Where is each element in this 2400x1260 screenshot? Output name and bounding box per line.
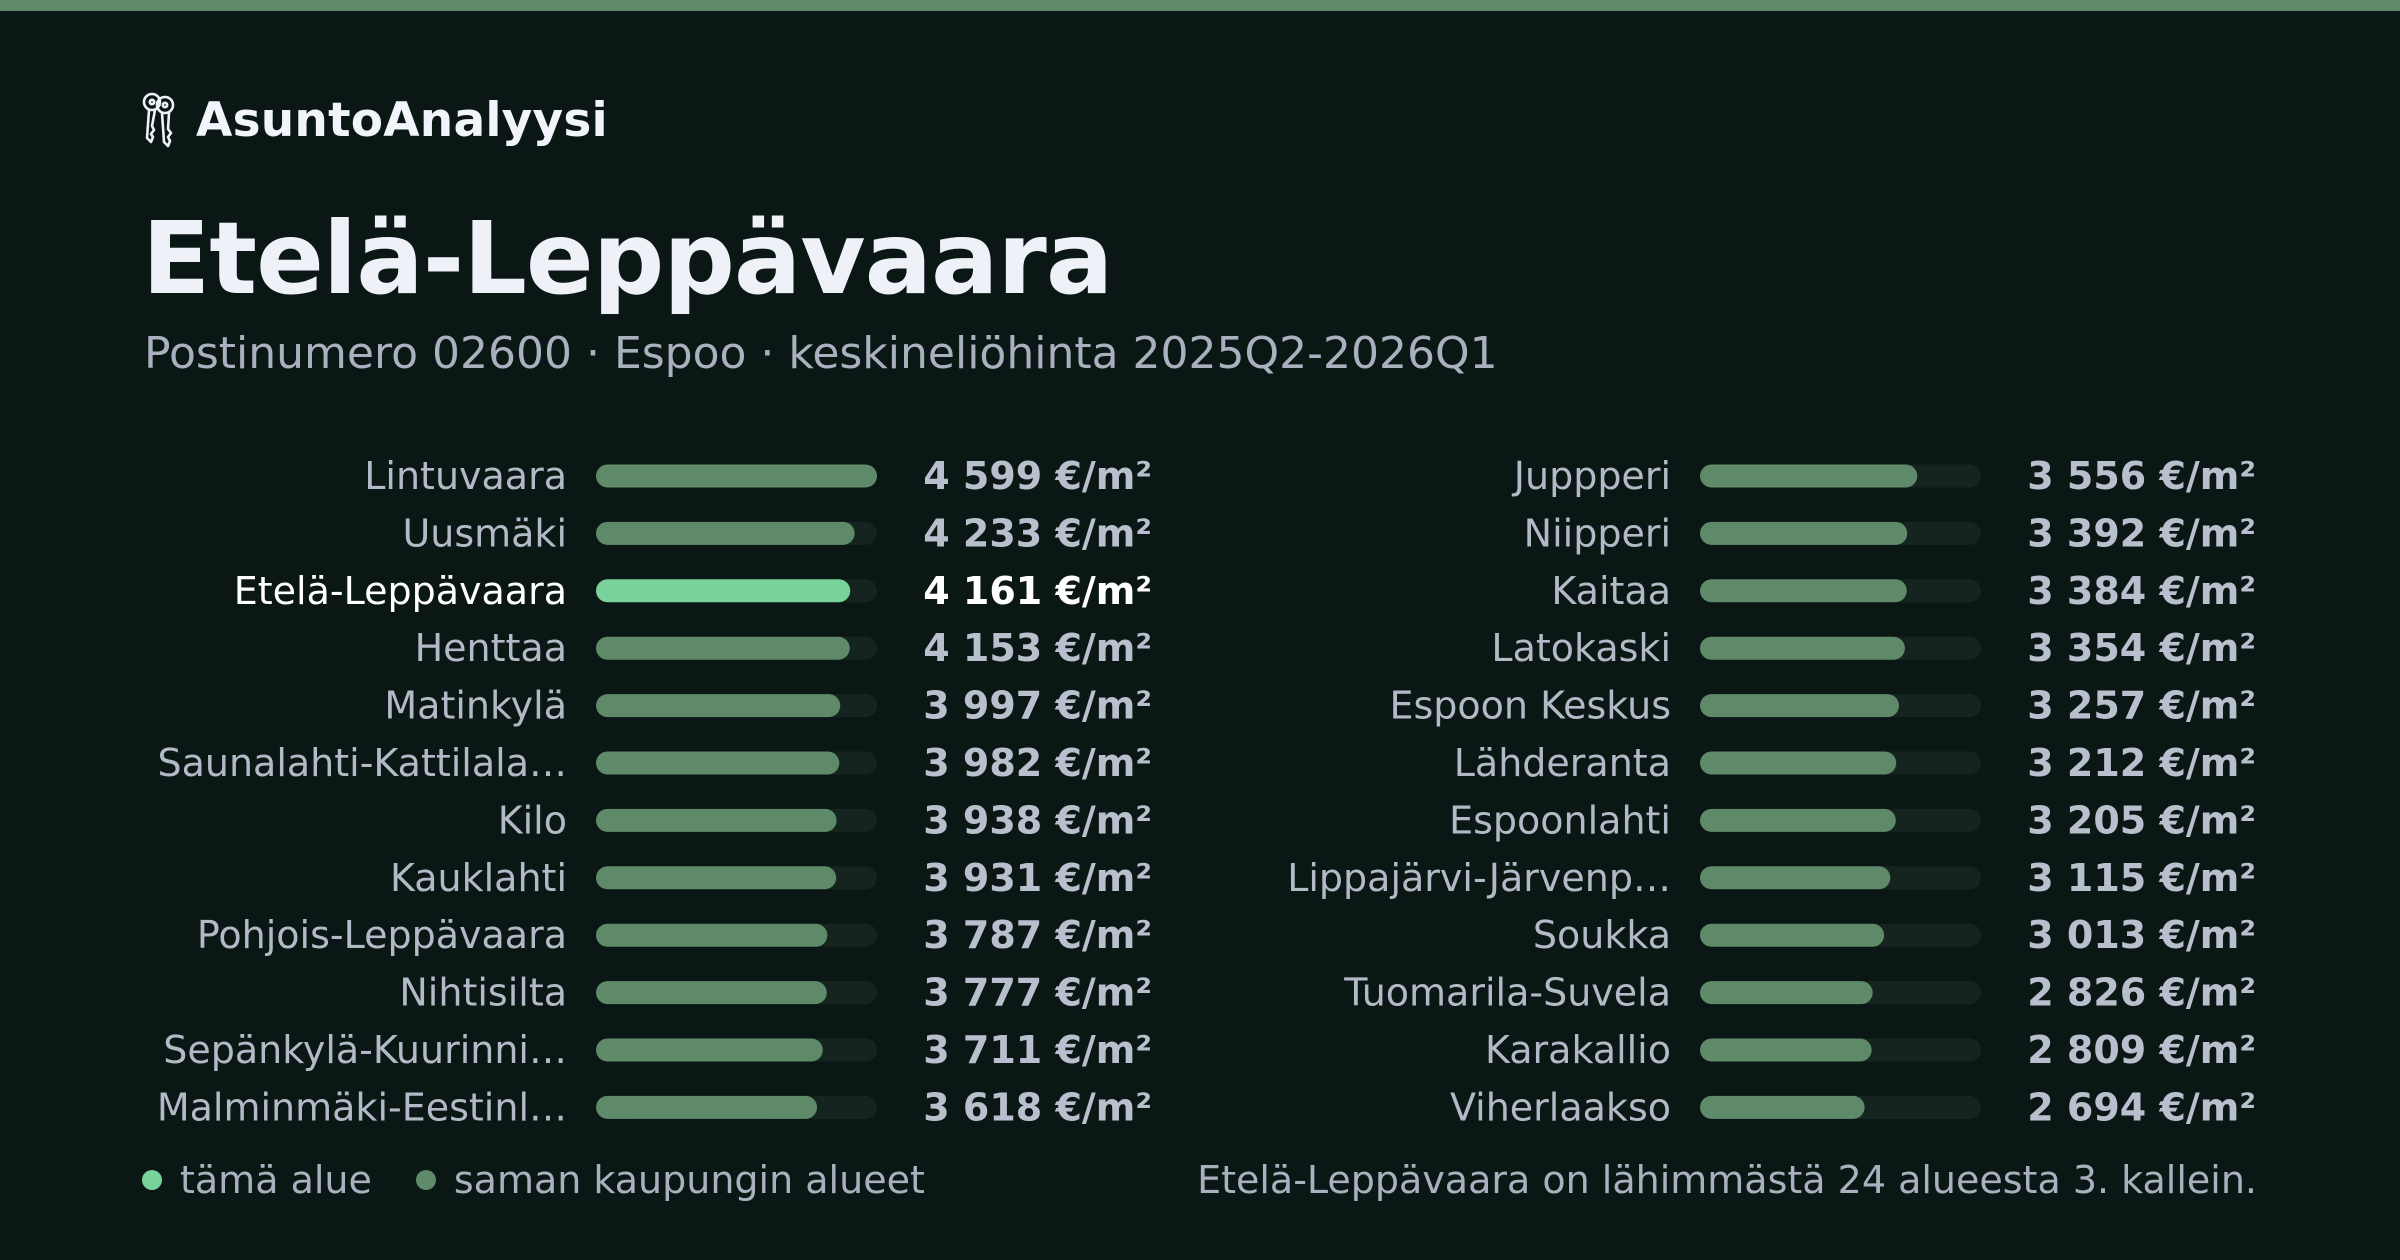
bar-label: Karakallio bbox=[1485, 1028, 1671, 1072]
legend-item-this-area: tämä alue bbox=[142, 1158, 372, 1202]
bar-label: Viherlaakso bbox=[1450, 1085, 1671, 1129]
page-subtitle: Postinumero 02600 · Espoo · keskineliöhi… bbox=[144, 328, 1498, 379]
bar bbox=[1700, 808, 1896, 832]
bar bbox=[1700, 981, 1873, 1005]
bar-value: 3 618 €/m² bbox=[923, 1085, 1152, 1129]
bar-value: 3 392 €/m² bbox=[2027, 511, 2256, 555]
bar-label: Sepänkylä-Kuurinni… bbox=[163, 1028, 567, 1072]
brand: AsuntoAnalyysi bbox=[140, 88, 608, 152]
bar-label: Pohjois-Leppävaara bbox=[197, 913, 567, 957]
bar bbox=[1700, 694, 1900, 718]
bar bbox=[1700, 751, 1897, 775]
bar bbox=[596, 808, 837, 832]
bar-label: Lippajärvi-Järvenp… bbox=[1287, 856, 1671, 900]
bar bbox=[596, 464, 877, 488]
bar-value: 4 153 €/m² bbox=[923, 626, 1152, 670]
bar-label: Juppperi bbox=[1512, 454, 1671, 498]
bar-value: 4 233 €/m² bbox=[923, 511, 1152, 555]
bar-label: Nihtisilta bbox=[399, 971, 567, 1015]
legend-item-same-city: saman kaupungin alueet bbox=[415, 1158, 925, 1202]
bar bbox=[596, 694, 841, 718]
bar-value: 3 777 €/m² bbox=[923, 971, 1152, 1015]
bar-label: Espoonlahti bbox=[1449, 798, 1671, 842]
bar bbox=[1700, 636, 1905, 660]
bar-value: 3 384 €/m² bbox=[2027, 569, 2256, 613]
bar-value: 3 556 €/m² bbox=[2027, 454, 2256, 498]
legend-label-this-area: tämä alue bbox=[180, 1158, 372, 1202]
bar-value: 3 115 €/m² bbox=[2027, 856, 2256, 900]
bar-label: Matinkylä bbox=[384, 684, 567, 728]
bar bbox=[1700, 1095, 1865, 1119]
bar-value: 3 013 €/m² bbox=[2027, 913, 2256, 957]
bar-value: 3 354 €/m² bbox=[2027, 626, 2256, 670]
top-accent-stripe bbox=[0, 0, 2400, 11]
bar-label: Kauklahti bbox=[390, 856, 567, 900]
bar-value: 3 212 €/m² bbox=[2027, 741, 2256, 785]
bar-highlight bbox=[596, 579, 851, 603]
page-title: Etelä-Leppävaara bbox=[142, 200, 1113, 317]
bar-label: Soukka bbox=[1533, 913, 1671, 957]
keys-icon bbox=[142, 92, 175, 148]
bar-value: 3 257 €/m² bbox=[2027, 684, 2256, 728]
bar bbox=[596, 1038, 823, 1062]
bar-label: Kilo bbox=[498, 798, 567, 842]
bar-label: Latokaski bbox=[1491, 626, 1671, 670]
bar-value: 4 161 €/m² bbox=[923, 569, 1152, 613]
bar-value: 2 809 €/m² bbox=[2027, 1028, 2256, 1072]
highlight-dot-icon bbox=[142, 1170, 162, 1190]
bar-label: Lintuvaara bbox=[364, 454, 567, 498]
bar bbox=[1700, 866, 1891, 890]
bar bbox=[596, 636, 850, 660]
bar-label: Henttaa bbox=[415, 626, 567, 670]
bar bbox=[1700, 464, 1918, 488]
bar-value: 2 694 €/m² bbox=[2027, 1085, 2256, 1129]
bar-value: 3 931 €/m² bbox=[923, 856, 1152, 900]
bar bbox=[596, 521, 855, 545]
bar-label: Tuomarila-Suvela bbox=[1343, 971, 1671, 1015]
bar-value: 3 787 €/m² bbox=[923, 913, 1152, 957]
bar-label: Uusmäki bbox=[402, 511, 567, 555]
bar-label: Lähderanta bbox=[1454, 741, 1671, 785]
bar-label: Niipperi bbox=[1524, 511, 1671, 555]
bar-label: Kaitaa bbox=[1551, 569, 1671, 613]
bar-label: Espoon Keskus bbox=[1389, 684, 1671, 728]
brand-name: AsuntoAnalyysi bbox=[196, 92, 608, 148]
bar bbox=[596, 923, 828, 947]
bar bbox=[596, 866, 837, 890]
bar-label: Malminmäki-Eestinl… bbox=[157, 1085, 567, 1129]
area-dot-icon bbox=[415, 1170, 436, 1190]
bar-value: 3 982 €/m² bbox=[923, 741, 1152, 785]
bar-value: 3 938 €/m² bbox=[923, 798, 1152, 842]
bar bbox=[596, 1095, 818, 1119]
bar bbox=[596, 751, 840, 775]
bar-value: 3 205 €/m² bbox=[2027, 798, 2256, 842]
bar bbox=[596, 981, 827, 1005]
bar-label: Saunalahti-Kattilala… bbox=[157, 741, 567, 785]
bar-value: 4 599 €/m² bbox=[923, 454, 1152, 498]
bar-value: 3 711 €/m² bbox=[923, 1028, 1152, 1072]
bar bbox=[1700, 521, 1908, 545]
bar-label: Etelä-Leppävaara bbox=[234, 569, 567, 613]
bar-value: 3 997 €/m² bbox=[923, 684, 1152, 728]
bar bbox=[1700, 579, 1907, 603]
bar bbox=[1700, 923, 1885, 947]
bar bbox=[1700, 1038, 1872, 1062]
legend-label-same-city: saman kaupungin alueet bbox=[453, 1158, 925, 1202]
bar-value: 2 826 €/m² bbox=[2027, 971, 2256, 1015]
ranking-note: Etelä-Leppävaara on lähimmästä 24 aluees… bbox=[1197, 1158, 2257, 1202]
legend: tämä alue saman kaupungin alueet bbox=[142, 1152, 925, 1208]
